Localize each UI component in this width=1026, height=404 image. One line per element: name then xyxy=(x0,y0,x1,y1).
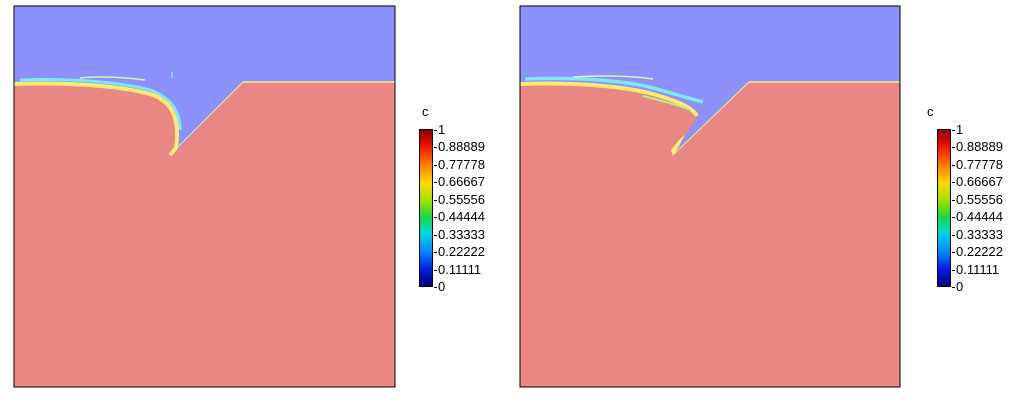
colorbar-tick: 0.88889 xyxy=(434,139,485,154)
interface-band-cyan xyxy=(19,77,182,131)
colorbar-tick: 0.33333 xyxy=(434,227,485,242)
colorbar-title: c xyxy=(422,104,429,119)
panel-right: c 1 0.88889 0.77778 0.66667 0.55556 0.44… xyxy=(513,0,1026,404)
colorbar-tick: 0.55556 xyxy=(952,192,1003,207)
colorbar-tick: 1 xyxy=(433,122,446,137)
colorbar-tick: 0.55556 xyxy=(434,192,485,207)
colorbar-tick: 0 xyxy=(951,279,964,294)
interface-band-yellow xyxy=(519,81,699,118)
plot-frame xyxy=(519,5,901,388)
step-slope-line xyxy=(672,81,750,156)
lower-phase-region xyxy=(14,82,395,387)
colorbar-title: c xyxy=(927,104,934,119)
colorbar-tick: 0.22222 xyxy=(952,244,1003,259)
colorbar-tick: 0.88889 xyxy=(952,139,1003,154)
lower-phase-region xyxy=(520,82,900,387)
interface-band-cyan xyxy=(524,76,704,104)
colorbar-tick: 0.44444 xyxy=(434,209,485,224)
field-plot-left xyxy=(13,5,396,388)
colorbar-tick: 0.77778 xyxy=(952,157,1003,172)
panel-left: c 1 0.88889 0.77778 0.66667 0.55556 0.44… xyxy=(13,5,485,388)
step-slope-line xyxy=(169,81,244,156)
interface-band-yellow xyxy=(13,81,179,157)
colorbar-tick: 0.44444 xyxy=(952,209,1003,224)
interface-strand xyxy=(79,76,146,81)
colorbar-gradient xyxy=(937,129,951,287)
colorbar-tick: 1 xyxy=(951,122,964,137)
colorbar-tick: 0.11111 xyxy=(433,262,482,277)
interface-strand xyxy=(572,75,654,80)
field-plot-right xyxy=(519,5,901,388)
colorbar-tick: 0.11111 xyxy=(951,262,1000,277)
colorbar-tick: 0.22222 xyxy=(434,244,485,259)
interface-band-green xyxy=(642,95,692,111)
plot-frame xyxy=(13,5,396,388)
interface-tip-patch xyxy=(671,134,685,156)
colorbar-tick: 0.66667 xyxy=(434,174,485,189)
colorbar-tick: 0.33333 xyxy=(952,227,1003,242)
colorbar-tick: 0.77778 xyxy=(434,157,485,172)
colorbar-tick: 0.66667 xyxy=(952,174,1003,189)
colorbar-gradient xyxy=(419,129,433,287)
colorbar-tick: 0 xyxy=(433,279,446,294)
